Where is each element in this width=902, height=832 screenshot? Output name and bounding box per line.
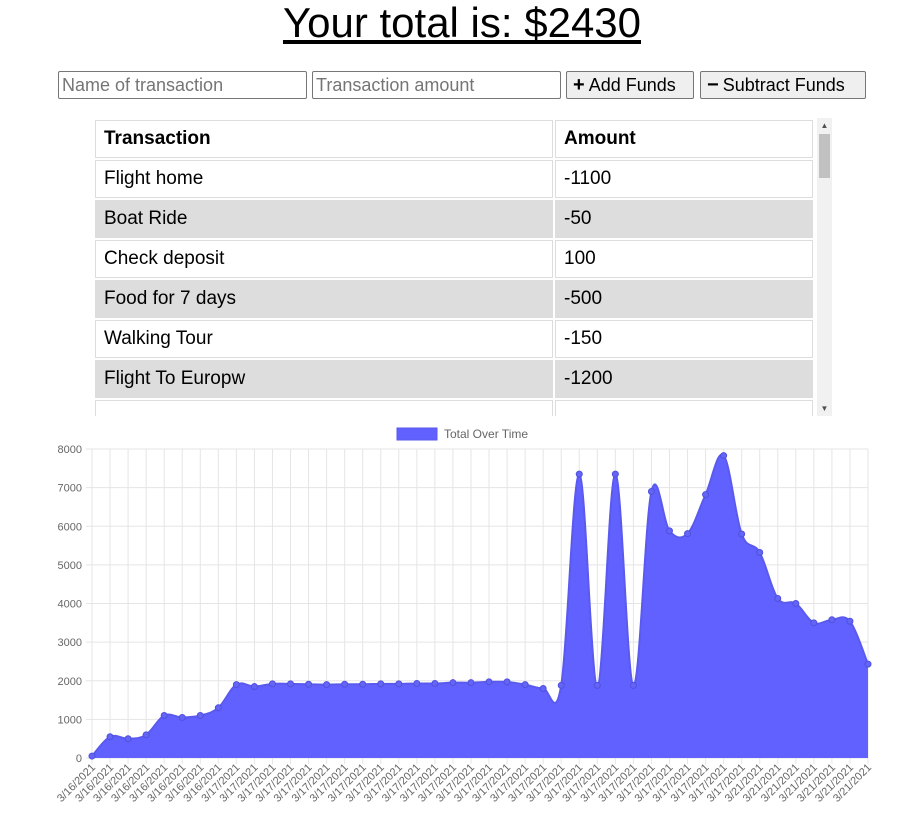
data-point bbox=[665, 527, 673, 535]
transaction-name: Flight home bbox=[95, 160, 553, 198]
transaction-amount: -500 bbox=[555, 280, 813, 318]
data-point bbox=[864, 660, 872, 668]
transaction-name bbox=[95, 400, 553, 416]
scroll-down-arrow-icon[interactable]: ▼ bbox=[820, 404, 829, 413]
transaction-amount: -50 bbox=[555, 200, 813, 238]
legend-label: Total Over Time bbox=[444, 427, 528, 441]
table-row: Flight home -1100 bbox=[95, 160, 813, 198]
data-point bbox=[160, 712, 168, 720]
data-point bbox=[341, 680, 349, 688]
data-point bbox=[196, 712, 204, 720]
data-point bbox=[792, 600, 800, 607]
transaction-amount-input[interactable] bbox=[312, 71, 561, 99]
y-tick-label: 6000 bbox=[58, 521, 82, 533]
table-row: Flight To Europw -1200 bbox=[95, 360, 813, 398]
data-point bbox=[305, 680, 313, 688]
data-point bbox=[377, 680, 385, 688]
data-point bbox=[431, 679, 439, 687]
data-point bbox=[774, 594, 782, 602]
data-point bbox=[647, 487, 655, 495]
data-point bbox=[232, 681, 240, 689]
total-over-time-chart: 0100020003000400050006000700080003/16/20… bbox=[55, 427, 874, 805]
scroll-up-arrow-icon[interactable]: ▲ bbox=[820, 121, 829, 130]
y-tick-label: 3000 bbox=[58, 637, 82, 649]
transaction-name: Boat Ride bbox=[95, 200, 553, 238]
y-tick-label: 8000 bbox=[58, 444, 82, 456]
transaction-name: Walking Tour bbox=[95, 320, 553, 358]
transactions-table: Transaction Amount Flight home -1100 Boa… bbox=[93, 118, 815, 416]
data-point bbox=[738, 530, 746, 538]
transaction-name-input[interactable] bbox=[58, 71, 307, 99]
data-point bbox=[702, 491, 710, 499]
transaction-name: Flight To Europw bbox=[95, 360, 553, 398]
table-row bbox=[95, 400, 813, 416]
y-tick-label: 5000 bbox=[58, 560, 82, 572]
data-point bbox=[539, 684, 547, 692]
header-transaction: Transaction bbox=[95, 120, 553, 158]
data-point bbox=[846, 617, 854, 625]
data-point bbox=[467, 679, 475, 687]
data-point bbox=[250, 683, 258, 691]
data-point bbox=[521, 681, 529, 689]
legend-swatch bbox=[396, 427, 438, 441]
data-point bbox=[629, 681, 637, 689]
data-point bbox=[287, 680, 295, 688]
subtract-funds-label: Subtract Funds bbox=[722, 74, 845, 95]
table-scrollbar[interactable]: ▲ ▼ bbox=[817, 118, 832, 416]
header-amount: Amount bbox=[555, 120, 813, 158]
data-point bbox=[756, 549, 764, 557]
data-point bbox=[828, 616, 836, 624]
transaction-amount bbox=[555, 400, 813, 416]
data-point bbox=[557, 681, 565, 689]
data-point bbox=[684, 530, 692, 538]
table-row: Check deposit 100 bbox=[95, 240, 813, 278]
data-point bbox=[178, 713, 186, 721]
y-tick-label: 1000 bbox=[58, 714, 82, 726]
data-point bbox=[214, 704, 222, 712]
data-point bbox=[395, 680, 403, 688]
y-tick-label: 4000 bbox=[58, 599, 82, 611]
y-tick-label: 2000 bbox=[58, 676, 82, 688]
data-point bbox=[106, 733, 114, 741]
data-point bbox=[124, 735, 132, 743]
data-point bbox=[810, 619, 818, 627]
transaction-amount: -1200 bbox=[555, 360, 813, 398]
transaction-amount: -150 bbox=[555, 320, 813, 358]
plus-icon: + bbox=[573, 74, 585, 96]
transaction-name: Check deposit bbox=[95, 240, 553, 278]
data-point bbox=[142, 731, 150, 739]
total-heading: Your total is: $2430 bbox=[282, 0, 642, 46]
data-point bbox=[503, 678, 511, 686]
data-point bbox=[413, 679, 421, 687]
data-point bbox=[485, 678, 493, 686]
data-point bbox=[720, 452, 728, 460]
data-point bbox=[359, 680, 367, 688]
transaction-name: Food for 7 days bbox=[95, 280, 553, 318]
transaction-amount: 100 bbox=[555, 240, 813, 278]
data-point bbox=[593, 681, 601, 689]
add-funds-label: Add Funds bbox=[588, 74, 676, 95]
table-row: Walking Tour -150 bbox=[95, 320, 813, 358]
table-row: Boat Ride -50 bbox=[95, 200, 813, 238]
y-tick-label: 7000 bbox=[58, 483, 82, 495]
table-row: Food for 7 days -500 bbox=[95, 280, 813, 318]
data-point bbox=[611, 470, 619, 478]
data-point bbox=[449, 679, 457, 687]
data-point bbox=[323, 681, 331, 689]
scroll-thumb[interactable] bbox=[819, 134, 830, 178]
data-point bbox=[575, 470, 583, 478]
y-tick-label: 0 bbox=[76, 753, 82, 765]
add-funds-button[interactable]: + Add Funds bbox=[566, 71, 694, 99]
data-point bbox=[88, 752, 96, 760]
table-header-row: Transaction Amount bbox=[95, 120, 813, 158]
minus-icon: − bbox=[707, 74, 719, 96]
transactions-table-container[interactable]: Transaction Amount Flight home -1100 Boa… bbox=[93, 118, 832, 416]
series-area bbox=[92, 454, 868, 758]
data-point bbox=[268, 680, 276, 688]
transaction-amount: -1100 bbox=[555, 160, 813, 198]
subtract-funds-button[interactable]: − Subtract Funds bbox=[700, 71, 866, 99]
